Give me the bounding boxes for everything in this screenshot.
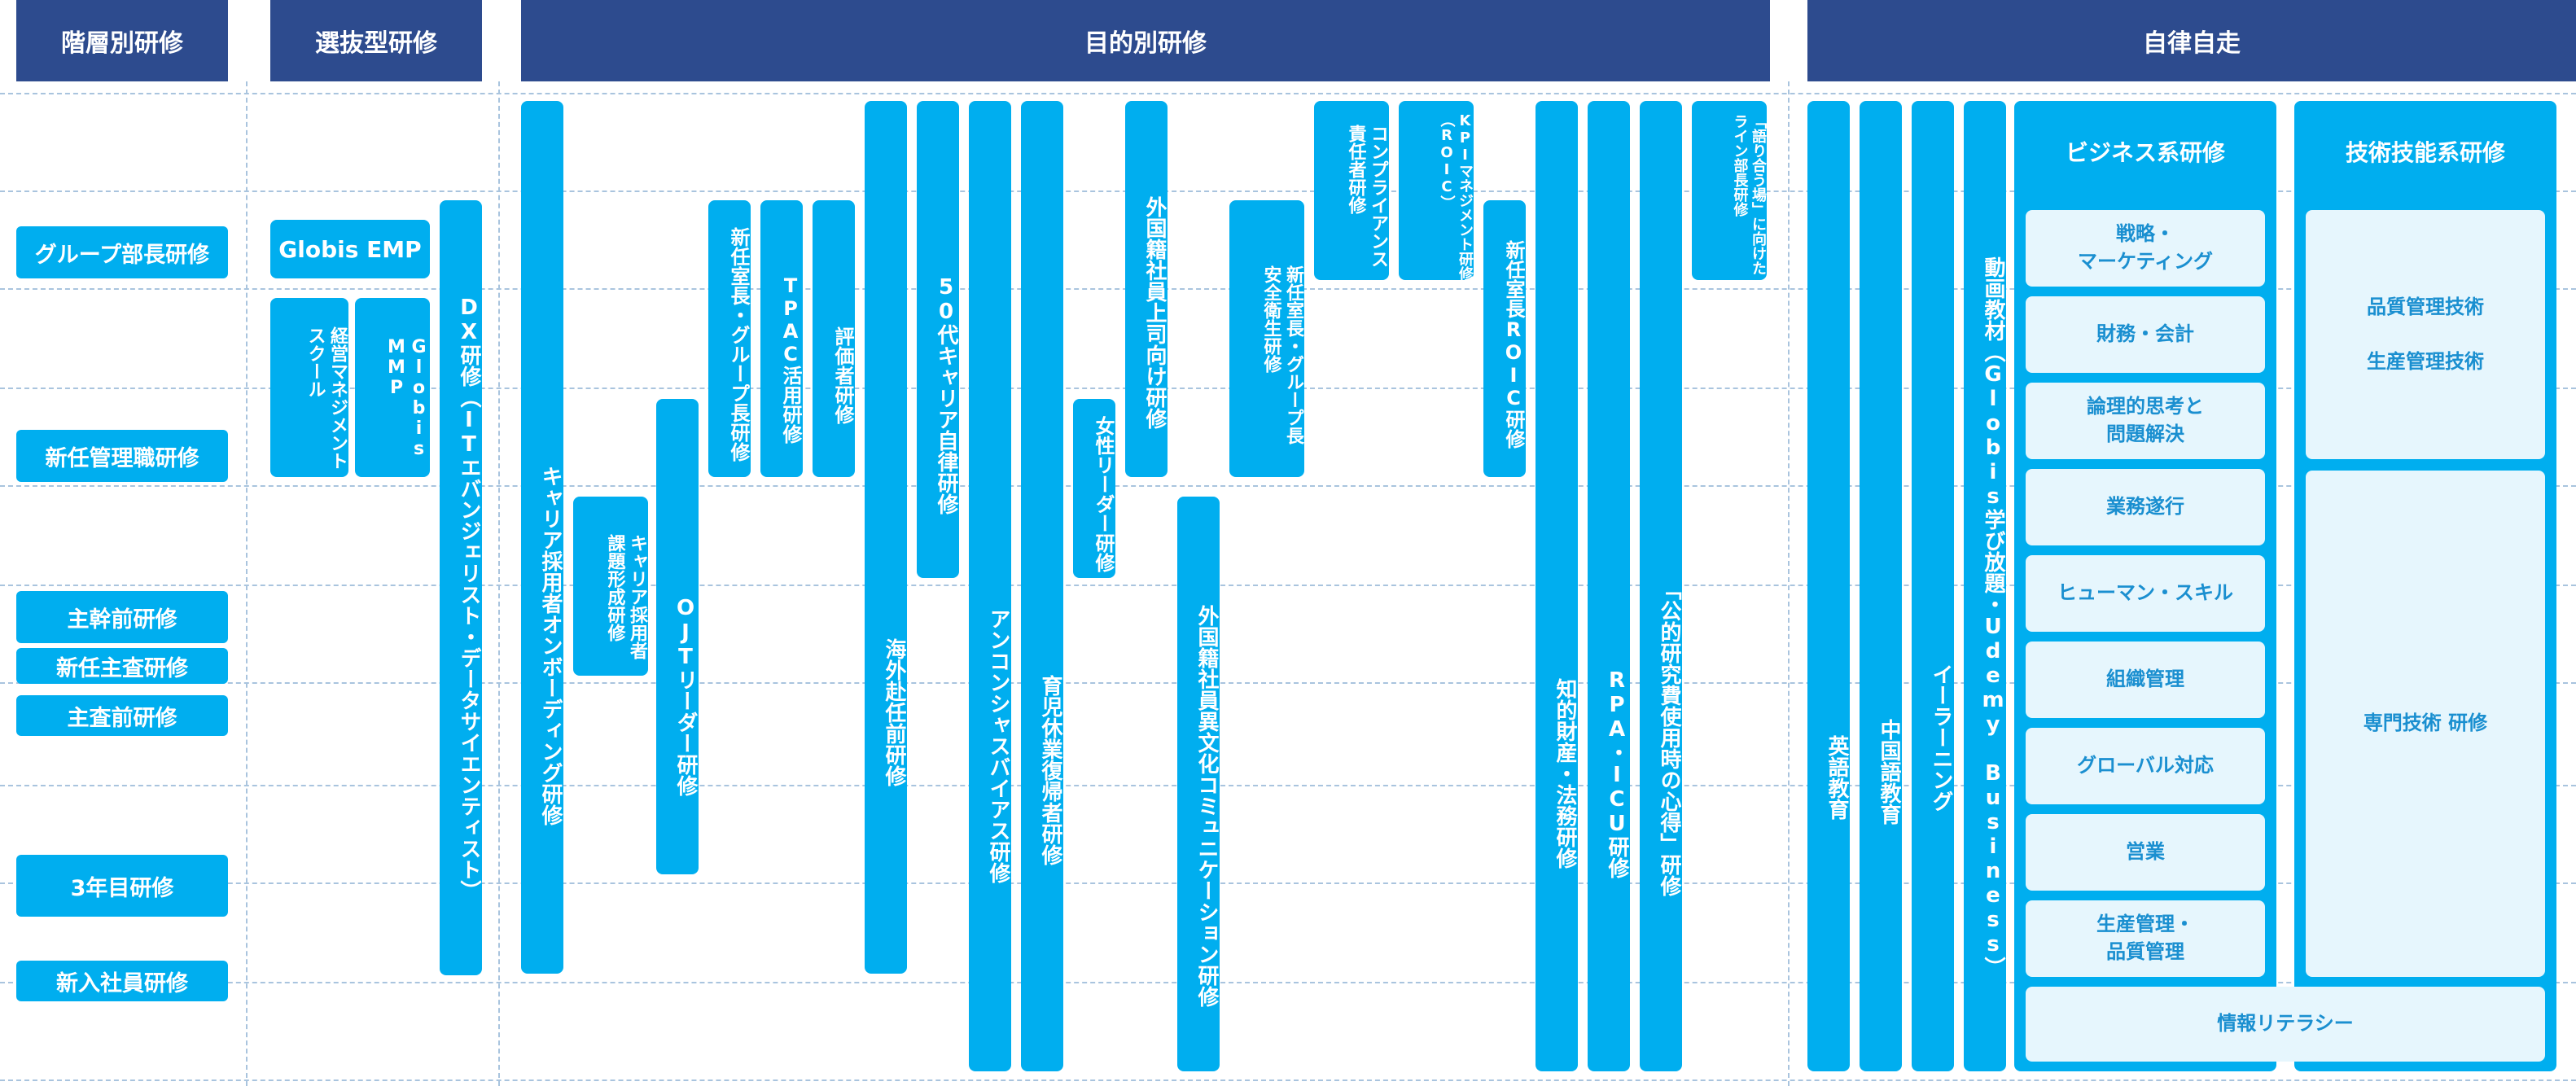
evaluator-box[interactable]: 評価者研修 xyxy=(813,200,855,477)
tech-specialized-box[interactable]: 専門技術 研修 xyxy=(2306,471,2545,977)
dx-training-box[interactable]: DX研修（ITエバンジェリスト・データサイエンティスト） xyxy=(440,200,482,975)
foreign-intercultural-box[interactable]: 外国籍社員異文化コミュニケーション研修 xyxy=(1177,497,1220,1071)
header-autonomous: 自律自走 xyxy=(1807,0,2576,81)
ojt-leader-box[interactable]: OJTリーダー研修 xyxy=(656,399,699,874)
dialogue-line-manager-box[interactable]: 「語り合う場」に向けた ライン部長研修 xyxy=(1692,101,1767,280)
globis-emp-box[interactable]: Globis EMP xyxy=(270,220,430,278)
compliance-box[interactable]: コンプライアンス 責任者研修 xyxy=(1314,101,1389,280)
career-task-box[interactable]: キャリア採用者 課題形成研修 xyxy=(573,497,648,676)
rpa-icu-box[interactable]: RPA・ICU研修 xyxy=(1588,101,1630,1071)
header-purpose-training: 目的別研修 xyxy=(521,0,1770,81)
level-third-year[interactable]: 3年目研修 xyxy=(16,855,228,917)
new-roic-box[interactable]: 新任室長ROIC研修 xyxy=(1483,200,1526,477)
video-materials-box[interactable]: 動画教材（Globis学び放題・Udemy Business） xyxy=(1964,101,2006,1071)
level-pre-chief[interactable]: 主幹前研修 xyxy=(16,591,228,643)
women-leader-box[interactable]: 女性リーダー研修 xyxy=(1073,399,1115,578)
kpi-box[interactable]: KPIマネジメント研修 （ROIC） xyxy=(1399,101,1474,281)
business-item-human-skills[interactable]: ヒューマン・スキル xyxy=(2026,555,2265,632)
header-level-training: 階層別研修 xyxy=(16,0,228,81)
tech-training-title: 技術技能系研修 xyxy=(2345,139,2505,166)
header-selective-training: 選抜型研修 xyxy=(270,0,482,81)
career50-box[interactable]: 50代キャリア自律研修 xyxy=(917,101,959,578)
tech-quality-production-box[interactable]: 品質管理技術 生産管理技術 xyxy=(2306,210,2545,459)
career-onboarding-box[interactable]: キャリア採用者オンボーディング研修 xyxy=(521,101,563,974)
chinese-education-box[interactable]: 中国語教育 xyxy=(1860,101,1902,1071)
business-item-finance[interactable]: 財務・会計 xyxy=(2026,296,2265,373)
globis-mmp-box[interactable]: Globis MMP xyxy=(355,298,430,477)
business-item-organization[interactable]: 組織管理 xyxy=(2026,642,2265,718)
ip-legal-box[interactable]: 知的財産・法務研修 xyxy=(1536,101,1578,1071)
new-group-leader-box[interactable]: 新任室長・グループ長研修 xyxy=(708,200,751,477)
business-training-title: ビジネス系研修 xyxy=(2065,139,2225,166)
english-education-box[interactable]: 英語教育 xyxy=(1807,101,1850,1071)
overseas-assignment-box[interactable]: 海外赴任前研修 xyxy=(865,101,907,974)
business-item-logical-thinking[interactable]: 論理的思考と 問題解決 xyxy=(2026,383,2265,459)
tpac-box[interactable]: TPAC活用研修 xyxy=(760,200,803,477)
level-pre-supervisor[interactable]: 主査前研修 xyxy=(16,695,228,736)
info-literacy-box[interactable]: 情報リテラシー xyxy=(2026,987,2545,1062)
management-school-box[interactable]: 経営マネジメント スクール xyxy=(270,298,348,477)
elearning-box[interactable]: イーラーニング xyxy=(1912,101,1954,1071)
public-research-funds-box[interactable]: 「公的研究費使用時の心得」研修 xyxy=(1640,101,1682,1071)
business-item-operations[interactable]: 業務遂行 xyxy=(2026,469,2265,545)
business-item-strategy[interactable]: 戦略・ マーケティング xyxy=(2026,210,2265,287)
level-new-employee[interactable]: 新入社員研修 xyxy=(16,961,228,1001)
level-new-manager[interactable]: 新任管理職研修 xyxy=(16,430,228,482)
business-item-sales[interactable]: 営業 xyxy=(2026,814,2265,891)
level-group-manager[interactable]: グループ部長研修 xyxy=(16,226,228,278)
level-new-supervisor[interactable]: 新任主査研修 xyxy=(16,648,228,684)
business-item-production-quality[interactable]: 生産管理・ 品質管理 xyxy=(2026,900,2265,977)
unconscious-bias-box[interactable]: アンコンシャスバイアス研修 xyxy=(969,101,1011,1071)
foreign-manager-box[interactable]: 外国籍社員上司向け研修 xyxy=(1125,101,1168,477)
safety-health-box[interactable]: 新任室長・グループ長 安全衛生研修 xyxy=(1229,200,1304,477)
childcare-return-box[interactable]: 育児休業復帰者研修 xyxy=(1021,101,1063,1071)
business-item-global[interactable]: グローバル対応 xyxy=(2026,728,2265,804)
